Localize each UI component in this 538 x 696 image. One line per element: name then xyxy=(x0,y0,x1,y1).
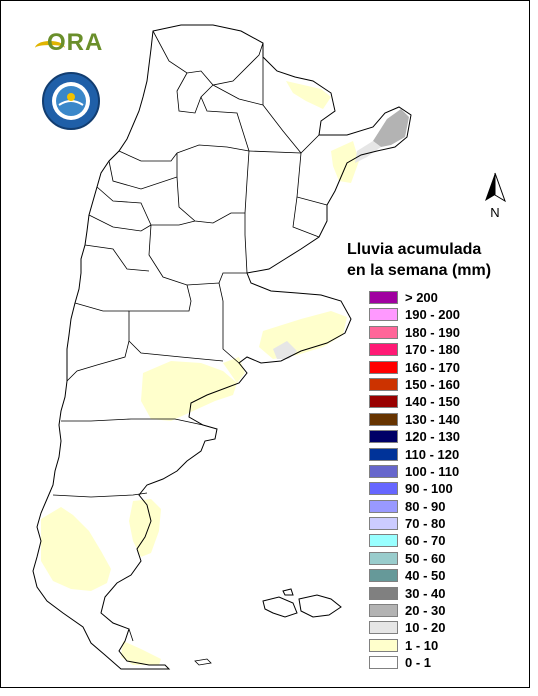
legend-swatch xyxy=(369,499,398,513)
legend-swatch xyxy=(369,604,398,618)
legend-swatch xyxy=(369,430,398,444)
legend-label: 60 - 70 xyxy=(405,533,446,549)
ora-logo: ORA xyxy=(47,29,104,56)
legend-swatch xyxy=(369,325,398,339)
province-borders xyxy=(52,30,328,642)
legend-swatch xyxy=(369,360,398,374)
ora-logo-swoosh xyxy=(35,41,65,55)
argentina-outline xyxy=(32,24,412,670)
legend-label: 110 - 120 xyxy=(405,446,460,462)
legend-label: 100 - 110 xyxy=(405,463,460,479)
legend-swatch xyxy=(369,464,398,478)
north-arrow-icon: N xyxy=(485,172,506,220)
tierra-del-fuego-islet xyxy=(194,658,212,666)
legend-label: 190 - 200 xyxy=(405,307,460,323)
legend-swatch xyxy=(369,377,398,391)
legend-swatch xyxy=(369,447,398,461)
legend-label: 40 - 50 xyxy=(405,568,446,584)
legend-swatch xyxy=(369,638,398,652)
legend-label: 120 - 130 xyxy=(405,429,460,445)
legend-swatch xyxy=(369,551,398,565)
argentina-rain-map xyxy=(32,24,412,670)
smn-seal-logo xyxy=(42,72,100,130)
legend-label: 180 - 190 xyxy=(405,324,460,340)
legend-label: 150 - 160 xyxy=(405,376,460,392)
legend-swatch xyxy=(369,308,398,322)
legend-swatch xyxy=(369,517,398,531)
legend-swatch xyxy=(369,569,398,583)
legend-label: > 200 xyxy=(405,290,438,305)
legend-swatch xyxy=(369,395,398,409)
legend-swatch xyxy=(369,621,398,635)
legend-swatch xyxy=(369,656,398,670)
legend-title-line2: en la semana (mm) xyxy=(347,262,492,279)
legend-label: 80 - 90 xyxy=(405,498,446,514)
legend-swatch xyxy=(369,586,398,600)
rain-shading xyxy=(41,81,359,665)
legend-label: 20 - 30 xyxy=(405,603,446,619)
legend-swatch xyxy=(369,534,398,548)
legend-title-line1: Lluvia acumulada xyxy=(347,241,482,258)
legend-swatch xyxy=(369,343,398,357)
legend-label: 10 - 20 xyxy=(405,620,446,636)
legend-label: 50 - 60 xyxy=(405,550,446,566)
legend-label: 170 - 180 xyxy=(405,342,460,358)
north-label: N xyxy=(490,205,499,220)
legend-label: 30 - 40 xyxy=(405,585,446,601)
legend-swatch xyxy=(369,291,398,304)
malvinas-islands xyxy=(262,588,342,618)
legend-swatch xyxy=(369,482,398,496)
legend-label: 1 - 10 xyxy=(405,637,439,653)
legend-label: 160 - 170 xyxy=(405,359,460,375)
legend-title: Lluvia acumulada en la semana (mm) xyxy=(347,239,491,281)
map-frame: ORA xyxy=(0,0,530,688)
legend-label: 0 - 1 xyxy=(405,655,432,671)
rain-shading-gray xyxy=(273,109,409,359)
legend-label: 130 - 140 xyxy=(405,411,460,427)
legend-label: 140 - 150 xyxy=(405,394,460,410)
legend-label: 90 - 100 xyxy=(405,481,453,497)
legend-swatch xyxy=(369,412,398,426)
legend-label: 70 - 80 xyxy=(405,516,446,532)
